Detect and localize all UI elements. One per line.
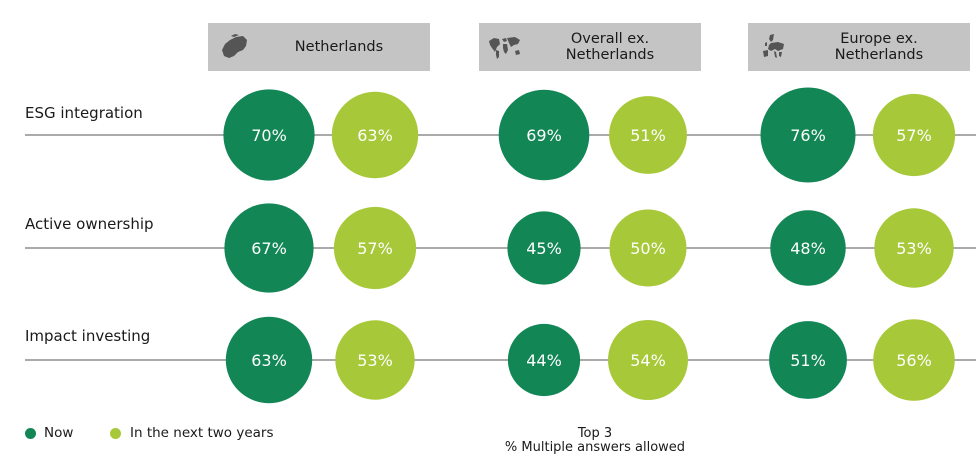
- row-label-impact-investing: Impact investing: [25, 327, 151, 345]
- row-label-active-ownership: Active ownership: [25, 215, 154, 233]
- bubble-now: [769, 321, 847, 399]
- bubble-now: [507, 211, 581, 285]
- data-label: 67%: [251, 239, 287, 258]
- data-label: 54%: [630, 351, 666, 370]
- data-label: 63%: [357, 126, 393, 145]
- legend-dot-next-two-years: [110, 428, 121, 439]
- header-title: Overall ex. Netherlands: [565, 31, 655, 63]
- data-label: 48%: [790, 239, 826, 258]
- row-label-esg-integration: ESG integration: [25, 104, 143, 122]
- data-label: 53%: [357, 351, 393, 370]
- bubble-next-two-years: [874, 208, 954, 288]
- data-label: 45%: [526, 239, 562, 258]
- data-label: 57%: [896, 126, 932, 145]
- chart-note: Top 3 % Multiple answers allowed: [504, 426, 686, 455]
- header-title: Europe ex. Netherlands: [834, 31, 924, 63]
- bubble-next-two-years: [333, 206, 417, 290]
- bubble-next-two-years: [608, 320, 688, 400]
- data-label: 57%: [357, 239, 393, 258]
- bubble-next-two-years: [335, 320, 415, 400]
- data-label: 51%: [630, 126, 666, 145]
- bubble-now: [760, 87, 856, 183]
- bubble-now: [223, 89, 315, 181]
- bubble-now: [498, 89, 590, 181]
- bubble-next-two-years: [872, 93, 956, 177]
- bubble-next-two-years: [609, 96, 687, 174]
- data-label: 70%: [251, 126, 287, 145]
- bubble-next-two-years: [331, 91, 419, 179]
- data-label: 63%: [251, 351, 287, 370]
- data-label: 76%: [790, 126, 826, 145]
- data-label: 56%: [896, 351, 932, 370]
- data-label: 53%: [896, 239, 932, 258]
- world-map-icon: [489, 37, 520, 59]
- legend-label-next-two-years: In the next two years: [130, 425, 274, 441]
- header-netherlands: Netherlands: [208, 23, 430, 71]
- data-label: 50%: [630, 239, 666, 258]
- bubble-now: [224, 203, 314, 293]
- bubble-next-two-years: [609, 209, 687, 287]
- bubble-next-two-years: [873, 319, 955, 401]
- legend-label-now: Now: [44, 425, 74, 441]
- data-label: 44%: [526, 351, 562, 370]
- header-overall: Overall ex. Netherlands: [479, 23, 701, 71]
- data-label: 51%: [790, 351, 826, 370]
- bubble-now: [770, 210, 846, 286]
- header-europe: Europe ex. Netherlands: [748, 23, 970, 71]
- header-title: Netherlands: [294, 39, 384, 55]
- data-label: 69%: [526, 126, 562, 145]
- bubble-now: [507, 323, 581, 397]
- bubble-now: [225, 316, 313, 404]
- netherlands-map-icon: [222, 34, 247, 58]
- europe-map-icon: [763, 34, 784, 58]
- legend-dot-now: [25, 428, 36, 439]
